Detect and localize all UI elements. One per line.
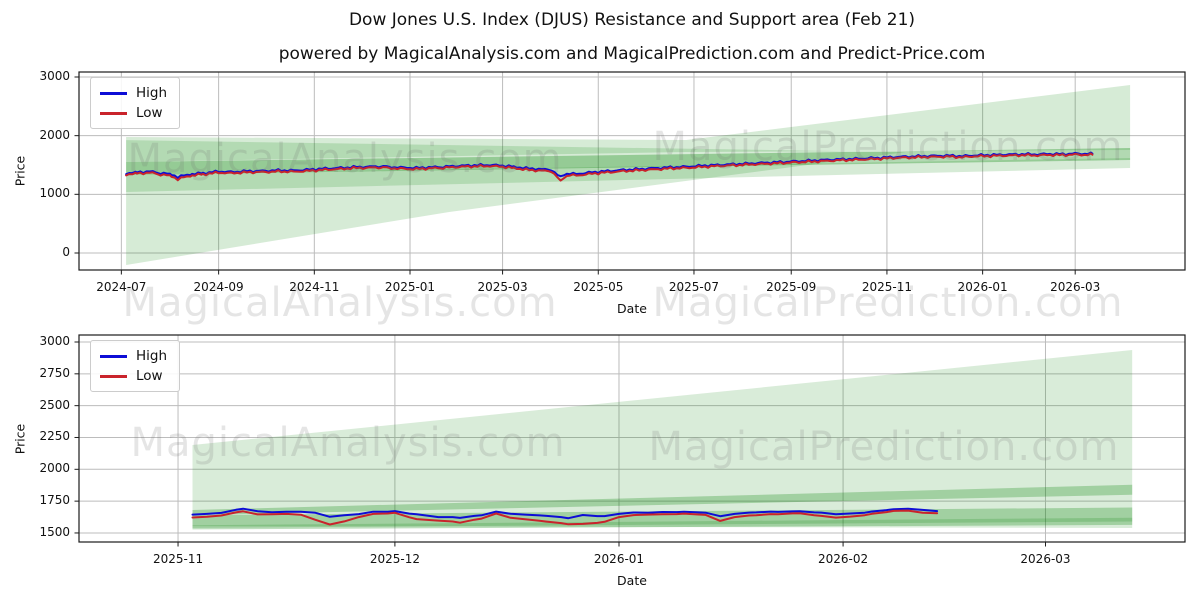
y-tick-label: 2500: [39, 397, 70, 412]
axes-spines: [78, 71, 1186, 271]
low-line: [191, 509, 939, 526]
y-tick-label: 2250: [39, 429, 70, 444]
legend-item-high: High: [100, 83, 167, 103]
legend-label: High: [136, 85, 168, 101]
x-tick-label: 2025-03: [477, 280, 528, 294]
x-tick-label: 2024-09: [193, 280, 244, 294]
x-tick-label: 2026-02: [818, 552, 869, 566]
y-tick-label: 2000: [39, 127, 70, 142]
resistance-band-core-area: [192, 507, 1133, 530]
watermark-text: MagicalPrediction.com: [652, 124, 1124, 170]
legend-item-high: High: [100, 346, 167, 366]
legend-label: Low: [136, 368, 163, 384]
low-line: [125, 152, 1094, 182]
high-line: [191, 507, 939, 520]
x-tick-label: 2025-07: [668, 280, 720, 294]
y-tick-label: 0: [62, 244, 70, 259]
x-axis-label: Date: [617, 573, 647, 588]
legend-line-swatch: [100, 91, 127, 95]
legend: High Low: [90, 77, 181, 129]
chart-0: [74, 71, 1186, 275]
x-tick-label: 2025-11: [152, 552, 204, 566]
support-fan-lower-area: [126, 140, 906, 265]
x-tick-label: 2025-11: [861, 280, 912, 294]
figure-title: Dow Jones U.S. Index (DJUS) Resistance a…: [348, 10, 916, 30]
y-tick-label: 1500: [39, 524, 70, 539]
legend-label: High: [136, 348, 168, 364]
resistance-fan-upper-area: [192, 350, 1133, 528]
x-tick-label: 2025-12: [369, 552, 420, 566]
support-band-area: [126, 158, 1131, 192]
legend-label: Low: [136, 105, 163, 121]
x-tick-label: 2025-09: [766, 280, 817, 294]
legend-item-low: Low: [100, 103, 167, 123]
y-tick-label: 3000: [39, 334, 70, 348]
watermark-text: MagicalAnalysis.com: [127, 136, 563, 182]
legend-line-swatch: [100, 354, 127, 358]
watermark-text: MagicalAnalysis.com: [130, 420, 566, 466]
x-axis-label: Date: [617, 301, 647, 316]
resistance-band-top-area: [192, 484, 1133, 516]
x-tick-label: 2025-01: [384, 280, 436, 294]
y-axis-label: Price: [12, 423, 28, 454]
x-tick-label: 2026-01: [593, 552, 645, 566]
y-tick-label: 3000: [39, 68, 70, 83]
x-tick-label: 2026-03: [1050, 280, 1101, 294]
watermark-text: MagicalPrediction.com: [648, 424, 1120, 470]
support-stripe-area: [192, 517, 1133, 528]
y-tick-label: 2000: [39, 461, 70, 476]
axes-spines: [78, 334, 1186, 543]
x-tick-label: 2026-01: [957, 280, 1008, 294]
chart-1: [74, 334, 1186, 547]
y-tick-label: 1000: [39, 186, 70, 201]
y-axis-label: Price: [12, 155, 28, 187]
watermark-text: MagicalAnalysis.com: [122, 280, 558, 326]
x-tick-label: 2025-05: [573, 280, 624, 294]
resistance-fan-upper-area: [126, 85, 1131, 162]
legend: High Low: [90, 340, 181, 392]
x-tick-label: 2026-03: [1020, 552, 1071, 566]
legend-line-swatch: [100, 374, 127, 378]
legend-item-low: Low: [100, 366, 167, 386]
legend-line-swatch: [100, 111, 127, 115]
watermark-text: MagicalPrediction.com: [652, 280, 1124, 326]
x-tick-label: 2024-07: [96, 280, 147, 294]
y-tick-label: 2750: [39, 365, 70, 380]
figure-subtitle: powered by MagicalAnalysis.com and Magic…: [278, 44, 986, 64]
y-tick-label: 1750: [39, 493, 70, 508]
x-tick-label: 2024-11: [289, 280, 340, 294]
